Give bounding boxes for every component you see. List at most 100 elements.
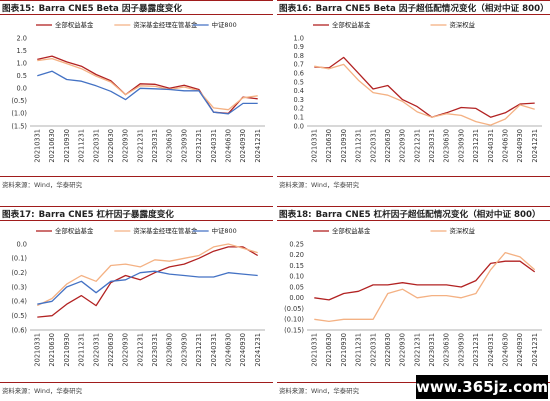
source-note: 资料来源：Wind，华泰研究 [279, 181, 359, 189]
x-tick-label: 20241231 [254, 129, 262, 163]
x-tick-label: 20220930 [399, 333, 407, 367]
source-rule [277, 382, 550, 383]
y-tick-label: (0.3) [11, 283, 27, 291]
legend: 全部权益基金 资深权益 [313, 226, 476, 235]
legend-label: 全部权益基金 [55, 226, 94, 235]
x-tick-label: 20240930 [516, 333, 524, 367]
x-tick-label: 20210930 [63, 129, 71, 163]
x-tick-label: 20220331 [92, 129, 100, 163]
x-tick-label: 20230630 [166, 129, 174, 163]
y-tick-label: 0.3 [294, 96, 305, 104]
x-tick-label: 20210331 [34, 333, 42, 367]
chart-panel-beta-exposure: 图表15: Barra CNE5 Beta 因子暴露度变化 全部权益基金 资深基金经… [0, 0, 273, 200]
y-tick-label: (0.15) [284, 326, 304, 334]
y-tick-label: (0.05) [284, 305, 304, 313]
x-tick-label: 20210630 [325, 333, 333, 367]
x-tick-label: 20241231 [531, 333, 539, 367]
x-tick-label: 20230930 [180, 129, 188, 163]
y-tick-label: 0.0 [17, 240, 28, 248]
chart-title: 图表17: Barra CNE5 杠杆因子暴露度变化 [2, 210, 174, 220]
x-tick-label: 20230930 [457, 333, 465, 367]
x-tick-label: 20220331 [369, 333, 377, 367]
y-tick-label: 2.0 [17, 34, 28, 42]
x-tick-label: 20240930 [239, 129, 247, 163]
legend-label: 全部权益基金 [332, 20, 371, 29]
x-tick-label: 20211231 [355, 129, 363, 163]
series-line [37, 243, 258, 307]
x-tick-label: 20230331 [151, 129, 159, 163]
y-tick-label: 0.0 [17, 85, 28, 93]
x-tick-label: 20210331 [34, 129, 42, 163]
y-tick-label: 0.05 [289, 283, 304, 291]
y-tick-label: (0.1) [11, 255, 27, 263]
beta-relative-chart: 全部权益基金 资深权益 0.00.10.20.30.40.50.60.70.80.9… [294, 20, 542, 163]
legend-label: 全部权益基金 [332, 226, 371, 235]
legend-label: 资深权益 [450, 20, 476, 29]
title-rule [277, 220, 550, 221]
chart-title: 图表18: Barra CNE5 杠杆因子超低配情况变化（相对中证 800） [279, 210, 541, 220]
x-tick-label: 20210930 [340, 333, 348, 367]
series-line [314, 251, 536, 323]
series-line [314, 56, 535, 118]
x-tick-label: 20240331 [210, 333, 218, 367]
source-rule [0, 382, 273, 383]
x-tick-label: 20221231 [413, 333, 421, 367]
y-tick-label: 0.2 [294, 105, 305, 113]
x-tick-label: 20221231 [413, 129, 421, 163]
x-tick-label: 20220630 [107, 129, 115, 163]
legend-label: 中证800 [212, 226, 237, 235]
y-tick-label: 0.10 [289, 273, 304, 281]
source-note: 资料来源：Wind，华泰研究 [2, 387, 82, 395]
x-tick-label: 20240331 [487, 129, 495, 163]
y-tick-label: 0.5 [17, 72, 28, 80]
x-tick-label: 20210630 [48, 129, 56, 163]
y-tick-label: (0.10) [284, 316, 304, 324]
x-tick-label: 20221231 [136, 129, 144, 163]
y-tick-label: (0.4) [11, 298, 27, 306]
x-tick-label: 20240331 [487, 333, 495, 367]
x-tick-label: 20220930 [399, 129, 407, 163]
x-tick-label: 20220630 [384, 333, 392, 367]
y-tick-label: 0.0 [294, 122, 305, 130]
x-tick-label: 20240630 [501, 333, 509, 367]
x-tick-label: 20241231 [531, 129, 539, 163]
y-tick-label: (0.5) [11, 97, 27, 105]
series-line [314, 63, 535, 126]
y-tick-label: (0.5) [11, 312, 27, 320]
y-tick-label: 0.4 [294, 87, 305, 95]
y-tick-label: 0.00 [289, 294, 304, 302]
series-line [37, 246, 259, 318]
y-tick-label: 0.7 [294, 61, 305, 69]
source-note: 资料来源：Wind，华泰研究 [2, 181, 82, 189]
chart-panel-leverage-relative: 图表18: Barra CNE5 杠杆因子超低配情况变化（相对中证 800） 全部… [277, 206, 550, 401]
x-tick-label: 20210630 [48, 333, 56, 367]
x-tick-label: 20220930 [122, 333, 130, 367]
y-tick-label: 0.9 [294, 43, 305, 51]
x-tick-label: 20220331 [92, 333, 100, 367]
source-note: 资料来源：Wind，华泰研究 [279, 387, 359, 395]
site-watermark[interactable]: www.365jz.com [416, 375, 548, 399]
y-tick-label: 0.20 [289, 251, 304, 259]
title-rule [0, 14, 273, 15]
chart-title: 图表16: Barra CNE5 Beta 因子超低配情况变化（相对中证 800） [279, 4, 549, 14]
panel-top-rule [0, 0, 273, 1]
y-tick-label: 1.0 [294, 34, 305, 42]
panel-top-rule [277, 206, 550, 207]
series-line [37, 70, 258, 115]
y-tick-label: 0.1 [294, 114, 305, 122]
panel-top-rule [277, 0, 550, 1]
x-tick-label: 20211231 [355, 333, 363, 367]
leverage-exposure-chart: 全部权益基金 资深基金经理在管基金 中证800 (0.6) (0.5) (0.4) (0.3… [11, 226, 265, 367]
legend-label: 中证800 [212, 20, 237, 29]
x-tick-label: 20240930 [516, 129, 524, 163]
x-tick-label: 20230930 [457, 129, 465, 163]
legend-label: 资深权益 [450, 226, 476, 235]
y-tick-label: (0.2) [11, 269, 27, 277]
x-tick-label: 20230331 [151, 333, 159, 367]
legend: 全部权益基金 资深基金经理在管基金 中证800 [36, 226, 237, 235]
x-tick-label: 20240630 [224, 129, 232, 163]
series-line [314, 260, 536, 301]
legend-label: 资深基金经理在管基金 [133, 226, 198, 235]
series-line [37, 270, 258, 305]
